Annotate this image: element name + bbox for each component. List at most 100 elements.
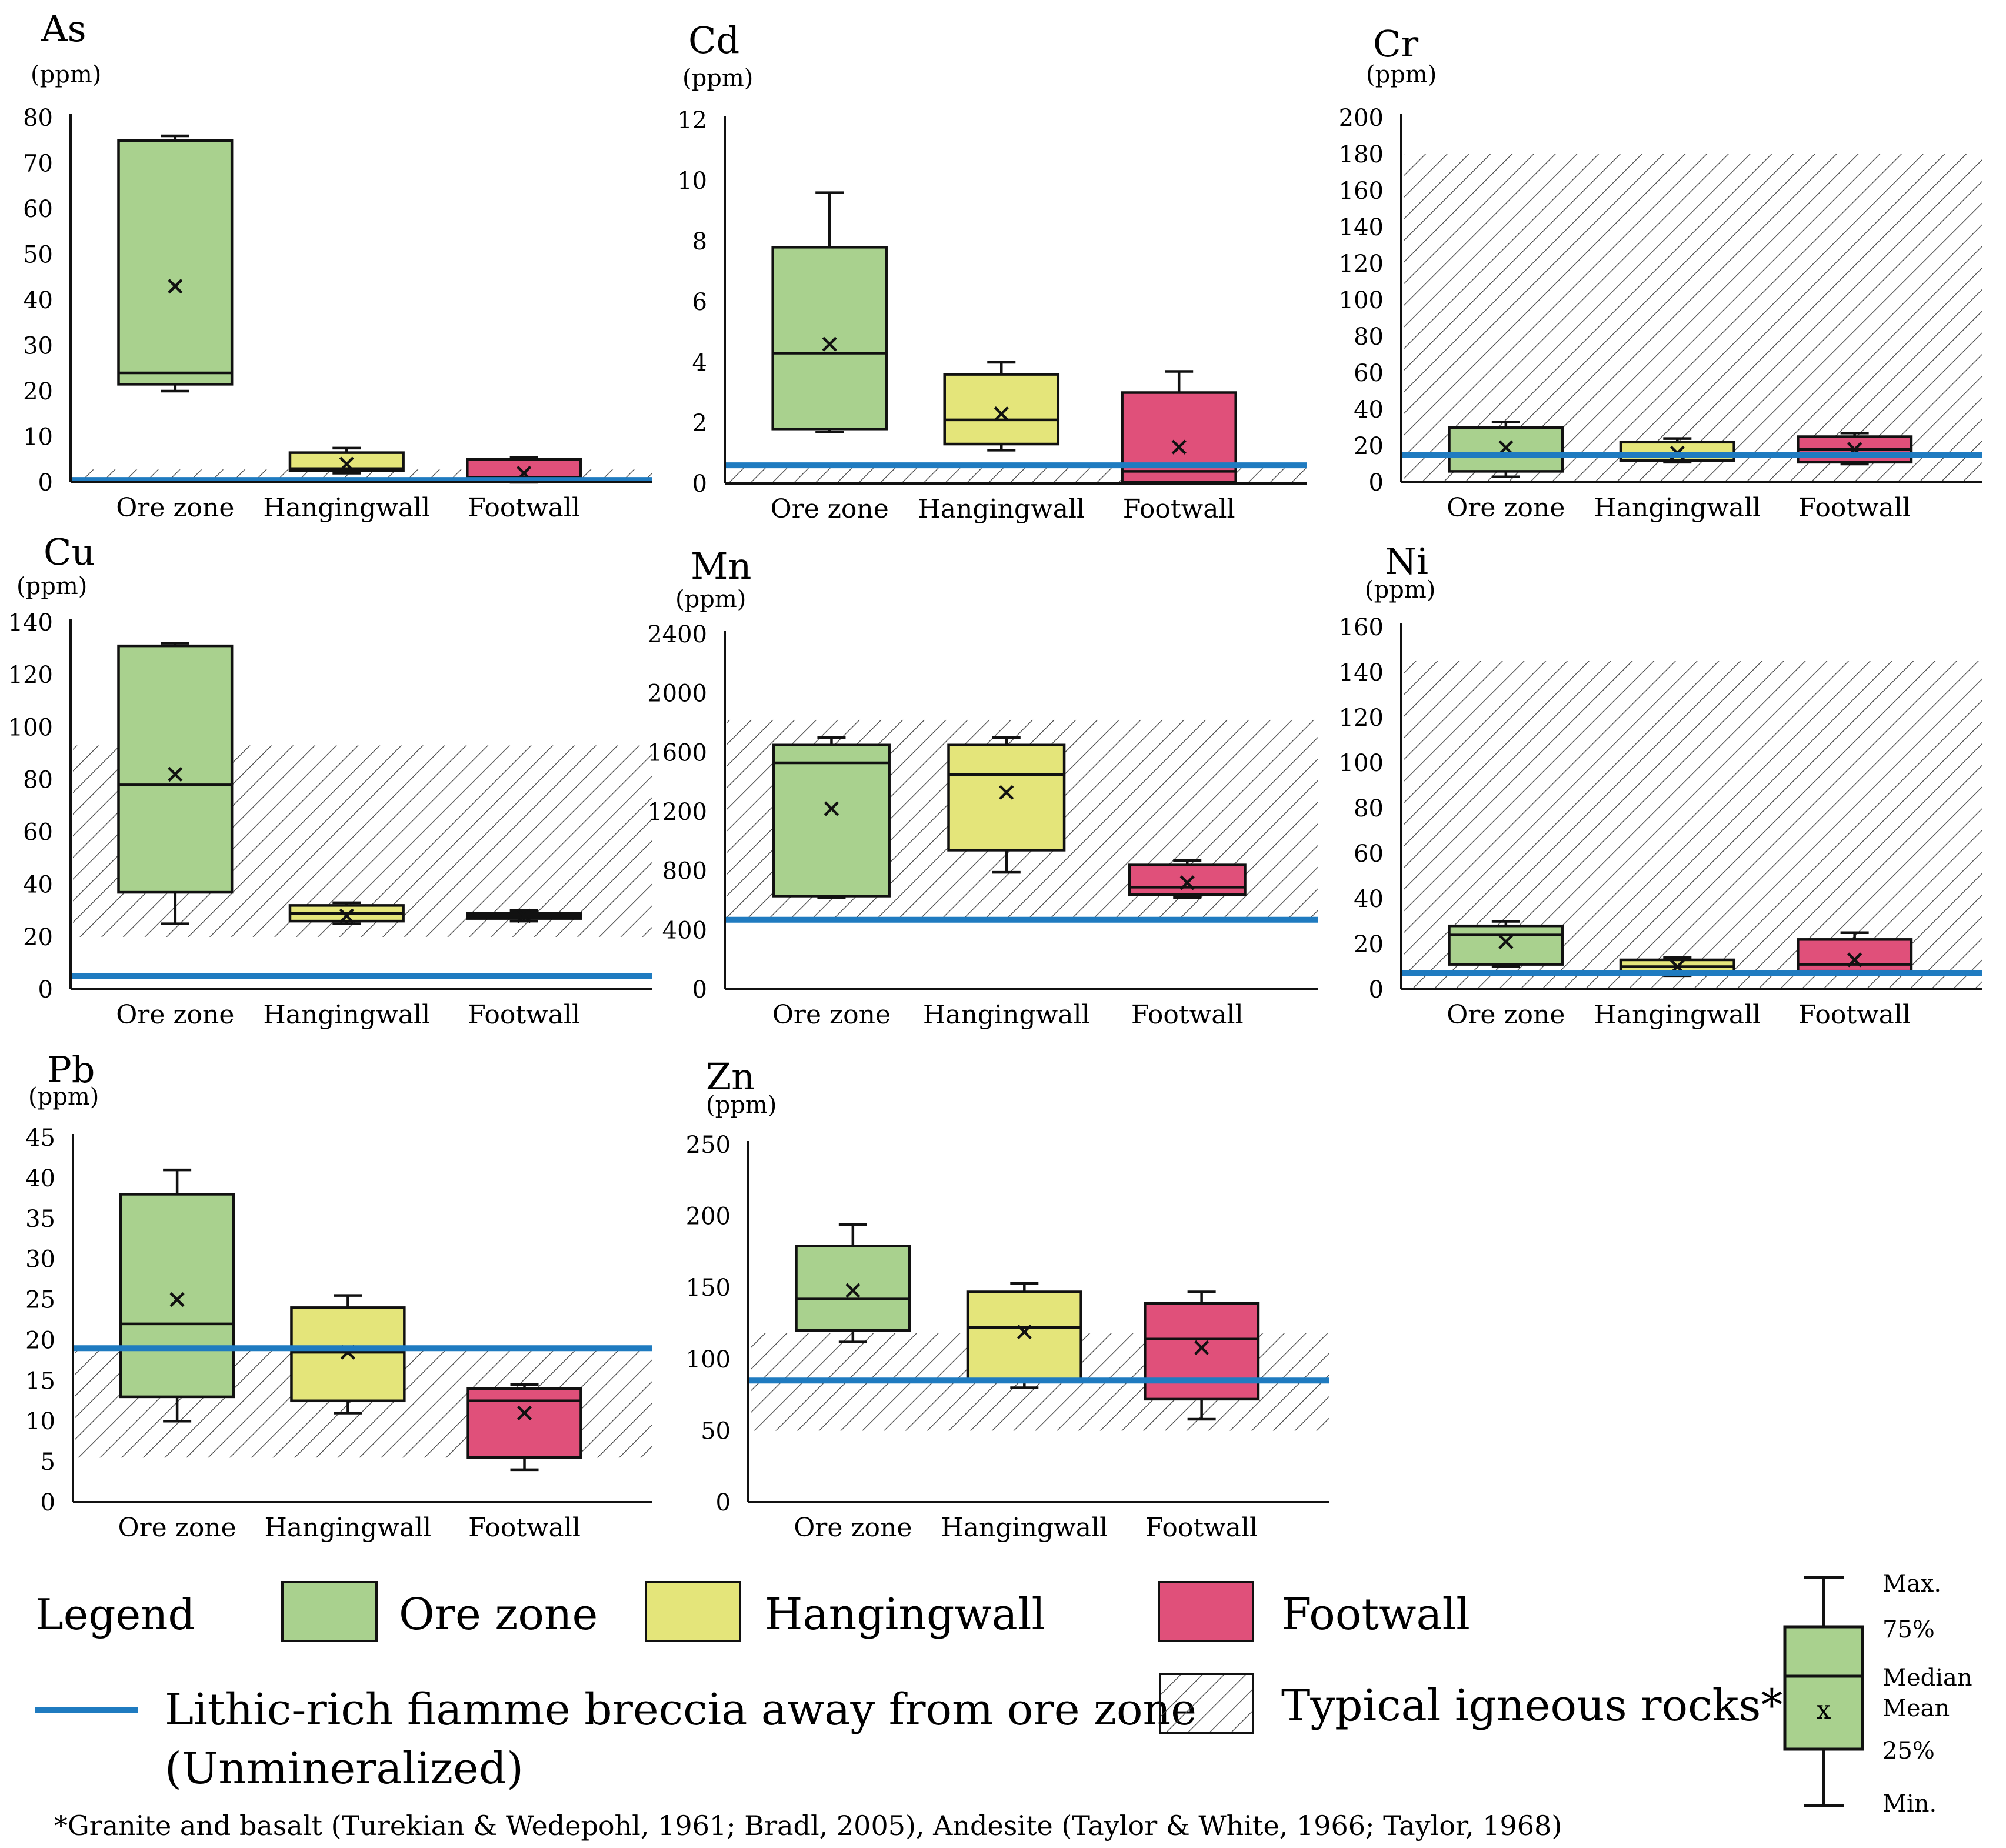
cr-mean-marker-ore-zone — [1498, 440, 1514, 455]
ni-ytick-120: 120 — [1339, 705, 1384, 732]
zn-mean-marker-ore-zone — [845, 1283, 861, 1298]
mn-ytick-1600: 1600 — [647, 739, 707, 766]
mn-ytick-2400: 2400 — [647, 621, 707, 648]
cr-ytick-180: 180 — [1339, 141, 1384, 168]
cd-ytick-12: 12 — [677, 107, 707, 134]
cu-ytick-120: 120 — [8, 662, 53, 689]
pb-ytick-25: 25 — [25, 1287, 55, 1314]
cu-iqr-ore-zone — [117, 644, 234, 894]
cu-ytick-60: 60 — [23, 819, 53, 846]
as-unit: (ppm) — [31, 61, 101, 88]
zn-ytick-100: 100 — [686, 1346, 731, 1373]
cd-iqr-hangingwall — [943, 373, 1060, 446]
cr-category-label-hangingwall: Hangingwall — [1594, 493, 1761, 523]
ni-mean-marker-footwall — [1847, 952, 1862, 968]
as-title: As — [41, 7, 86, 50]
mn-title: Mn — [691, 545, 751, 588]
cr-unit: (ppm) — [1366, 61, 1437, 88]
zn-mean-marker-hangingwall — [1017, 1324, 1032, 1340]
legend-label-reference-line-2: (Unmineralized) — [165, 1743, 524, 1794]
cu-box-footwall — [466, 908, 582, 923]
ni-ytick-0: 0 — [1369, 976, 1384, 1003]
zn-box-footwall — [1144, 1290, 1260, 1421]
cr-ytick-120: 120 — [1339, 251, 1384, 278]
as-ytick-20: 20 — [23, 378, 53, 405]
cu-ytick-100: 100 — [8, 714, 53, 741]
as-ytick-10: 10 — [23, 424, 53, 451]
cr-ytick-160: 160 — [1339, 178, 1384, 205]
chart-zn: Ore zone Hangingwall Footwall 0 50 100 150 200 2… — [686, 1055, 1329, 1543]
footnote: *Granite and basalt (Turekian & Wedepohl… — [54, 1810, 1562, 1842]
cr-ytick-40: 40 — [1354, 396, 1384, 423]
chart-cu: Ore zone Hangingwall Footwall 0 20 40 60 80 100 1… — [8, 531, 652, 1030]
ni-ytick-140: 140 — [1339, 659, 1384, 686]
cd-iqr-footwall — [1121, 391, 1237, 483]
ni-ytick-100: 100 — [1339, 750, 1384, 777]
cd-ytick-2: 2 — [692, 410, 707, 437]
pb-ytick-20: 20 — [25, 1327, 55, 1354]
mn-iqr-footwall — [1128, 863, 1247, 896]
ni-category-label-footwall: Footwall — [1798, 1000, 1911, 1030]
ni-category-label-ore-zone: Ore zone — [1447, 1000, 1565, 1030]
cd-mean-marker-footwall — [1171, 439, 1187, 455]
legend-swatch-ore-zone — [281, 1581, 378, 1642]
cd-category-label-hangingwall: Hangingwall — [918, 494, 1085, 524]
cu-unit: (ppm) — [16, 573, 87, 600]
key-label-median: Median — [1882, 1664, 1972, 1692]
cu-ytick-80: 80 — [23, 766, 53, 793]
key-label-q1: 25% — [1882, 1737, 1935, 1764]
ni-ytick-20: 20 — [1354, 931, 1384, 958]
cd-ytick-6: 6 — [692, 289, 707, 316]
pb-ytick-15: 15 — [25, 1367, 55, 1395]
pb-ytick-5: 5 — [41, 1449, 55, 1476]
cr-category-label-ore-zone: Ore zone — [1447, 493, 1565, 523]
cr-box-hangingwall — [1619, 437, 1735, 464]
mn-mean-marker-ore-zone — [824, 801, 839, 816]
ni-ytick-80: 80 — [1354, 795, 1384, 822]
cd-category-label-footwall: Footwall — [1123, 494, 1235, 524]
cu-ytick-0: 0 — [38, 976, 53, 1003]
cu-ytick-40: 40 — [23, 872, 53, 899]
chart-cd: Ore zone Hangingwall Footwall 0 2 4 6 8 10 12 Cd (p… — [677, 19, 1307, 524]
chart-pb: Ore zone Hangingwall Footwall 0 5 10 15 20 25 30 3… — [25, 1048, 652, 1543]
key-label-mean: Mean — [1882, 1695, 1950, 1722]
pb-ytick-10: 10 — [25, 1408, 55, 1435]
as-mean-marker-hangingwall — [339, 456, 354, 472]
cr-ytick-100: 100 — [1339, 287, 1384, 314]
zn-title: Zn — [706, 1055, 755, 1098]
cu-mean-marker-footwall — [517, 908, 532, 923]
as-category-label-ore-zone: Ore zone — [116, 493, 234, 523]
cd-title: Cd — [688, 19, 739, 62]
cd-iqr-ore-zone — [771, 246, 888, 431]
mn-box-footwall — [1128, 859, 1247, 899]
mn-ytick-1200: 1200 — [647, 799, 707, 826]
zn-iqr-ore-zone — [795, 1245, 911, 1332]
ni-iqr-footwall — [1797, 938, 1913, 973]
key-box — [1783, 1625, 1864, 1751]
ni-ytick-40: 40 — [1354, 886, 1384, 913]
pb-box-hangingwall — [290, 1294, 406, 1415]
pb-unit: (ppm) — [28, 1083, 99, 1110]
as-iqr-ore-zone — [117, 139, 234, 386]
pb-title: Pb — [47, 1048, 95, 1091]
as-ytick-0: 0 — [38, 469, 53, 496]
zn-category-label-ore-zone: Ore zone — [794, 1513, 912, 1543]
ni-title: Ni — [1385, 540, 1428, 583]
as-box-hangingwall — [288, 446, 405, 475]
box-key: x Max. 75% Median Mean 25% Min. — [1783, 1570, 1972, 1817]
pb-box-ore-zone — [119, 1168, 235, 1423]
ni-ytick-160: 160 — [1339, 614, 1384, 641]
ni-iqr-ore-zone — [1448, 924, 1564, 966]
cu-category-label-ore-zone: Ore zone — [116, 1000, 234, 1030]
cd-category-label-ore-zone: Ore zone — [771, 494, 889, 524]
as-ytick-80: 80 — [23, 105, 53, 132]
cr-ytick-60: 60 — [1354, 360, 1384, 387]
zn-iqr-footwall — [1144, 1302, 1260, 1401]
zn-category-label-hangingwall: Hangingwall — [941, 1513, 1108, 1543]
legend-label-footwall: Footwall — [1281, 1589, 1470, 1640]
cu-mean-marker-hangingwall — [339, 908, 354, 923]
cu-mean-marker-ore-zone — [168, 766, 183, 782]
mn-box-ore-zone — [772, 736, 891, 899]
mn-unit: (ppm) — [675, 586, 746, 613]
pb-box-footwall — [466, 1383, 582, 1472]
